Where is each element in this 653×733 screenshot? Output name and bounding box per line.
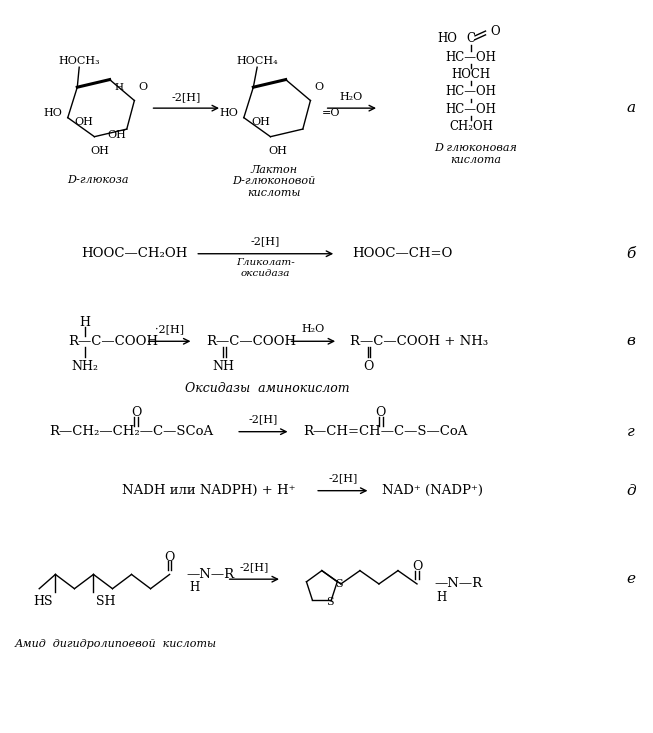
Text: Оксидазы  аминокислот: Оксидазы аминокислот: [185, 383, 350, 395]
Text: д: д: [626, 484, 636, 498]
Text: D-глюконовой: D-глюконовой: [232, 177, 316, 186]
Text: кислоты: кислоты: [247, 188, 301, 198]
Text: HO: HO: [219, 108, 238, 118]
Text: =O: =O: [322, 108, 340, 118]
Text: HOOC—CH₂OH: HOOC—CH₂OH: [81, 247, 187, 260]
Text: D глюконовая: D глюконовая: [434, 143, 517, 153]
Text: NH₂: NH₂: [71, 359, 99, 372]
Text: O: O: [412, 560, 422, 573]
Text: H: H: [189, 581, 199, 594]
Text: D-глюкоза: D-глюкоза: [67, 174, 129, 185]
Text: CH₂OH: CH₂OH: [449, 119, 493, 133]
Text: O: O: [165, 550, 175, 564]
Text: —N—R: —N—R: [434, 578, 483, 591]
Text: OH: OH: [108, 130, 127, 140]
Text: NH: NH: [213, 359, 235, 372]
Text: S: S: [326, 597, 333, 607]
Text: HOOC—CH=O: HOOC—CH=O: [353, 247, 453, 260]
Text: OH: OH: [268, 146, 287, 156]
Text: R—C—COOH: R—C—COOH: [206, 335, 296, 347]
Text: б: б: [626, 247, 636, 261]
Text: H₂O: H₂O: [340, 92, 363, 102]
Text: S: S: [336, 578, 343, 589]
Text: HO: HO: [437, 32, 457, 45]
Text: оксидаза: оксидаза: [241, 269, 291, 279]
Text: O: O: [490, 25, 500, 37]
Text: HC—OH: HC—OH: [446, 86, 497, 98]
Text: в: в: [627, 334, 635, 348]
Text: Гликолат-: Гликолат-: [236, 258, 295, 267]
Text: а: а: [626, 101, 635, 115]
Text: -2[H]: -2[H]: [240, 561, 269, 572]
Text: OH: OH: [91, 146, 110, 156]
Text: R—C—COOH + NH₃: R—C—COOH + NH₃: [351, 335, 488, 347]
Text: R—CH₂—CH₂—C—SCoA: R—CH₂—CH₂—C—SCoA: [49, 425, 213, 438]
Text: HO: HO: [43, 108, 62, 118]
Text: е: е: [627, 572, 635, 586]
Text: H: H: [437, 591, 447, 604]
Text: HC—OH: HC—OH: [446, 51, 497, 65]
Text: HOCH₃: HOCH₃: [58, 56, 100, 65]
Text: OH: OH: [74, 117, 93, 128]
Text: HS: HS: [33, 594, 52, 608]
Text: OH: OH: [251, 117, 270, 128]
Text: -2[H]: -2[H]: [248, 414, 278, 424]
Text: г: г: [628, 424, 635, 438]
Text: кислота: кислота: [451, 155, 502, 164]
Text: HOCH₄: HOCH₄: [236, 56, 278, 65]
Text: R—CH=CH—C—S—CoA: R—CH=CH—C—S—CoA: [303, 425, 467, 438]
Text: HC—OH: HC—OH: [446, 103, 497, 116]
Text: -2[H]: -2[H]: [171, 92, 200, 102]
Text: O: O: [315, 82, 323, 92]
Text: H: H: [80, 316, 90, 329]
Text: NADH или NADPH) + H⁺: NADH или NADPH) + H⁺: [122, 485, 296, 497]
Text: H₂O: H₂O: [302, 324, 325, 334]
Text: O: O: [375, 406, 386, 419]
Text: -2[H]: -2[H]: [328, 474, 357, 483]
Text: O: O: [138, 82, 148, 92]
Text: HOCH: HOCH: [452, 68, 491, 81]
Text: -2[H]: -2[H]: [251, 236, 280, 246]
Text: NAD⁺ (NADP⁺): NAD⁺ (NADP⁺): [382, 485, 483, 497]
Text: ·2[H]: ·2[H]: [155, 324, 184, 334]
Text: R—C—COOH: R—C—COOH: [68, 335, 158, 347]
Text: —N—R: —N—R: [187, 568, 235, 581]
Text: H: H: [115, 83, 123, 92]
Text: Амид  дигидролипоевой  кислоты: Амид дигидролипоевой кислоты: [14, 639, 216, 649]
Text: Лактон: Лактон: [251, 165, 298, 175]
Text: O: O: [131, 406, 142, 419]
Text: C: C: [467, 32, 476, 45]
Text: SH: SH: [96, 594, 116, 608]
Text: O: O: [363, 359, 374, 372]
